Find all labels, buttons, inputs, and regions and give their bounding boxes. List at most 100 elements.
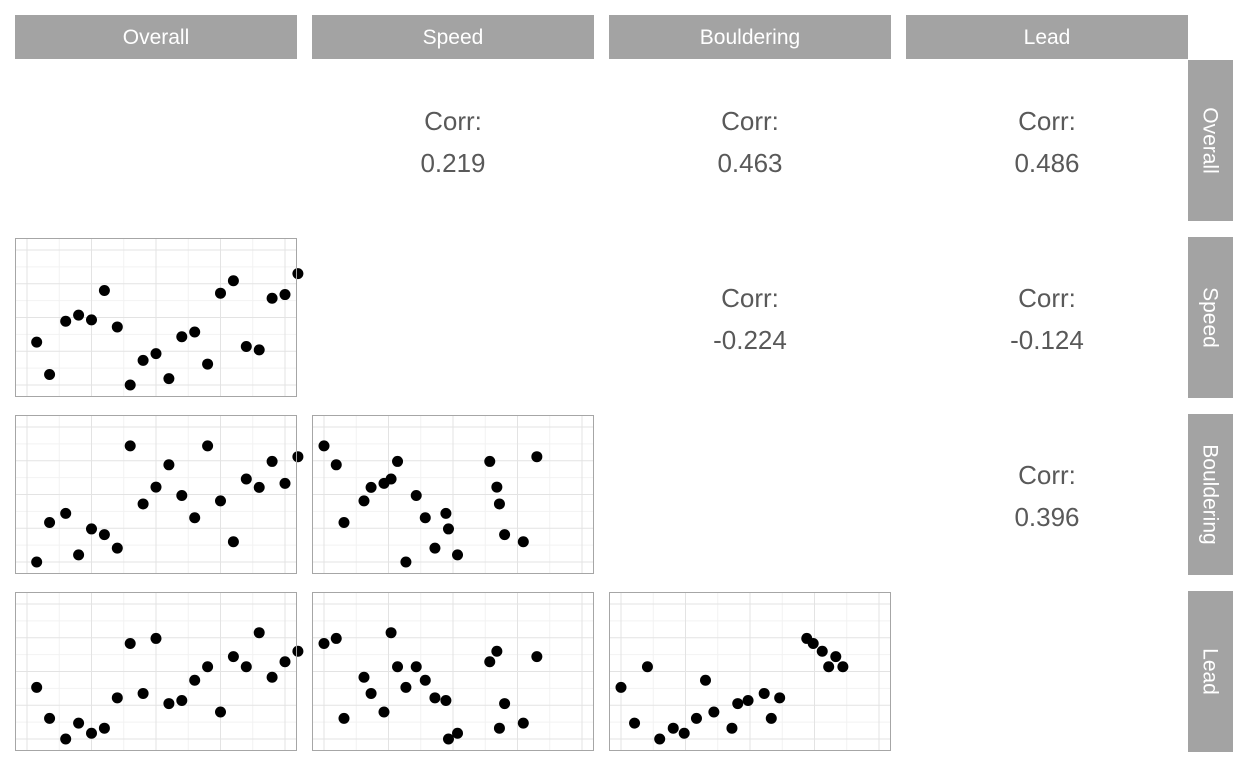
scatter-point-speed-overall [44,369,56,381]
scatter-point-lead-bouldering [765,712,777,724]
scatter-point-lead-speed [385,627,397,639]
strip-top-speed [312,15,594,59]
scatter-point-bouldering-speed [452,549,464,561]
scatter-point-speed-overall [279,289,291,301]
scatter-point-bouldering-overall [240,473,252,485]
scatter-point-bouldering-overall [31,556,43,568]
scatter-point-lead-speed [365,687,377,699]
scatter-point-lead-speed [517,717,529,729]
scatter-point-bouldering-overall [124,440,136,452]
scatter-point-bouldering-overall [111,542,123,554]
scatter-point-speed-overall [124,379,136,391]
scatter-point-speed-overall [111,321,123,333]
strip-right-label-overall: Overall [1199,107,1222,174]
scatter-point-bouldering-speed [442,523,454,535]
panel-border-speed-overall [15,238,297,397]
scatter-point-lead-bouldering [837,661,849,673]
corr-label-speed-lead: Corr: [1018,283,1076,313]
scatter-point-bouldering-speed [517,536,529,548]
scatter-point-bouldering-speed [491,481,503,493]
scatter-point-speed-overall [176,331,188,343]
scatter-point-lead-overall [266,671,278,683]
scatter-point-lead-speed [392,661,404,673]
scatter-point-lead-bouldering [732,698,744,710]
scatter-point-lead-overall [44,712,56,724]
strip-top-overall [15,15,297,59]
scatter-point-bouldering-overall [215,495,226,507]
scatter-point-lead-overall [189,674,201,686]
scatter-point-lead-speed [493,722,505,734]
scatter-point-bouldering-speed [400,556,412,568]
scatter-point-bouldering-overall [189,512,201,524]
scatter-point-lead-bouldering [830,651,842,663]
strip-right-label-speed: Speed [1199,287,1222,348]
scatter-point-lead-bouldering [615,681,627,693]
scatter-point-speed-overall [227,275,239,287]
scatter-point-lead-bouldering [667,722,679,734]
scatter-point-lead-bouldering [690,712,702,724]
scatter-point-speed-overall [253,344,265,356]
scatter-point-lead-speed [378,706,390,718]
scatter-point-bouldering-speed [429,542,441,554]
corr-label-overall-lead: Corr: [1018,106,1076,136]
scatter-point-speed-overall [98,285,110,296]
scatter-point-lead-bouldering [678,727,690,739]
scatter-point-lead-speed [484,656,496,668]
scatter-point-lead-overall [176,695,188,707]
scatter-point-lead-bouldering [629,717,641,729]
scatter-point-lead-overall [163,698,175,710]
corr-label-overall-speed: Corr: [424,106,482,136]
scatter-point-bouldering-speed [484,455,496,467]
scatter-point-bouldering-speed [392,455,404,467]
corr-label-bouldering-lead: Corr: [1018,460,1076,490]
scatter-point-lead-overall [73,717,85,729]
scatter-point-bouldering-overall [163,459,175,471]
strip-top-label-speed: Speed [423,26,484,49]
corr-value-overall-bouldering: 0.463 [717,148,782,178]
scatter-point-lead-speed [358,671,370,683]
corr-label-speed-bouldering: Corr: [721,283,779,313]
scatter-point-bouldering-speed [440,507,452,519]
scatter-point-bouldering-overall [86,523,97,535]
scatter-point-lead-bouldering [758,687,770,699]
scatter-point-lead-bouldering [726,722,738,734]
scatter-point-lead-speed [499,698,511,710]
corr-value-speed-lead: -0.124 [1010,325,1084,355]
strip-top-label-overall: Overall [123,26,190,49]
scatter-point-lead-overall [202,661,214,673]
scatter-point-speed-overall [202,358,214,370]
scatter-point-bouldering-overall [202,440,214,452]
corr-label-overall-bouldering: Corr: [721,106,779,136]
scatter-point-bouldering-speed [493,498,505,510]
scatter-point-lead-overall [86,727,97,739]
scatter-point-bouldering-overall [292,451,304,463]
scatter-point-bouldering-overall [44,517,56,529]
scatter-point-lead-speed [531,651,543,663]
scatter-point-lead-overall [60,733,72,745]
scatter-point-lead-speed [410,661,422,673]
scatter-point-lead-bouldering [699,674,711,686]
strip-top-label-lead: Lead [1024,26,1071,49]
scatter-point-speed-overall [266,292,278,304]
scatter-point-lead-bouldering [823,661,835,673]
scatter-point-bouldering-speed [365,481,377,493]
strip-right-speed [1188,237,1233,398]
scatter-point-lead-bouldering [708,706,720,718]
scatter-point-speed-overall [292,268,304,280]
scatter-point-lead-overall [31,681,43,693]
scatter-point-bouldering-overall [60,507,72,519]
strip-right-label-lead: Lead [1199,648,1222,695]
scatter-point-lead-bouldering [816,645,828,657]
corr-value-overall-lead: 0.486 [1014,148,1079,178]
strip-right-overall [1188,60,1233,221]
scatter-point-lead-speed [318,637,330,649]
scatter-point-speed-overall [189,326,201,338]
strip-top-label-bouldering: Bouldering [700,26,800,49]
scatter-point-bouldering-speed [499,529,511,541]
scatter-point-lead-bouldering [774,692,786,704]
scatter-point-lead-speed [452,727,464,739]
scatter-point-speed-overall [73,309,85,321]
panel-border-lead-bouldering [609,592,891,751]
scatter-point-lead-overall [253,627,265,639]
scatter-point-lead-overall [227,651,239,663]
